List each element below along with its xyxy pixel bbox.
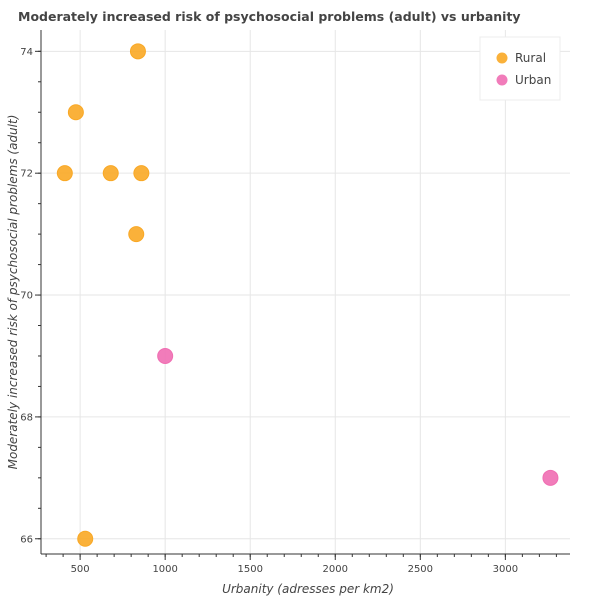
x-tick-label: 2000 <box>323 564 348 575</box>
axes: 500 1000 1500 2000 2500 3000 66 68 70 72 74 <box>20 30 570 575</box>
y-tick-label: 66 <box>20 534 33 545</box>
x-tick-label: 2500 <box>408 564 433 575</box>
data-point-urban <box>157 347 174 364</box>
data-point-rural <box>67 104 84 121</box>
data-point-urban <box>542 469 559 486</box>
legend: Rural Urban <box>479 36 561 101</box>
x-tick-label: 3000 <box>493 564 518 575</box>
legend-box <box>479 36 561 101</box>
data-point-rural <box>102 165 119 182</box>
x-tick-label: 1000 <box>152 564 177 575</box>
data-point-rural <box>56 165 73 182</box>
x-tick-label: 1500 <box>237 564 262 575</box>
data-point-rural <box>128 226 145 243</box>
legend-marker-urban <box>496 74 508 86</box>
y-axis-label: Moderately increased risk of psychosocia… <box>6 115 20 470</box>
data-point-rural <box>133 165 150 182</box>
y-tick-label: 72 <box>20 169 33 180</box>
legend-marker-rural <box>496 52 508 64</box>
legend-label-rural: Rural <box>515 51 546 65</box>
y-tick-label: 74 <box>20 47 33 58</box>
y-tick-label: 68 <box>20 412 33 423</box>
data-point-rural <box>129 43 146 60</box>
legend-label-urban: Urban <box>515 73 551 87</box>
y-tick-label: 70 <box>20 291 33 302</box>
chart-title: Moderately increased risk of psychosocia… <box>18 9 521 24</box>
x-tick-label: 500 <box>71 564 90 575</box>
data-points <box>56 43 559 547</box>
data-point-rural <box>77 530 94 547</box>
x-axis-label: Urbanity (adresses per km2) <box>222 582 394 596</box>
